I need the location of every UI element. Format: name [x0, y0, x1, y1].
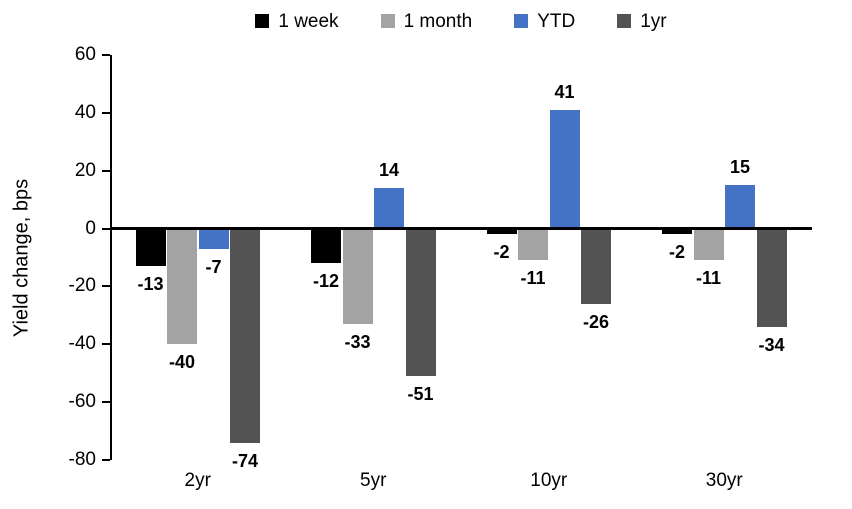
bar-30yr-YTD [725, 185, 755, 229]
legend-label: 1yr [640, 10, 667, 32]
bar-5yr-1-week [311, 228, 341, 264]
bar-30yr-1-week [662, 228, 692, 235]
legend-item: YTD [514, 12, 575, 31]
chart-legend: 1 week 1 month YTD 1yr [110, 6, 812, 36]
y-axis-tick-label: -60 [68, 391, 96, 413]
y-axis-tick [102, 54, 110, 56]
bar-value-label: -33 [344, 332, 371, 353]
legend-item: 1 month [380, 10, 473, 32]
y-axis-tick-label: 60 [74, 44, 96, 65]
bar-value-label: -2 [668, 242, 685, 263]
legend-item: 1 week [255, 10, 339, 32]
y-axis-line [110, 55, 112, 460]
bar-value-label: -2 [493, 242, 510, 263]
bar-value-label: -74 [231, 450, 258, 471]
legend-label: 1 month [403, 10, 473, 32]
legend-swatch-1-month [380, 14, 395, 28]
y-axis-tick [102, 459, 110, 461]
y-axis-tick [102, 227, 110, 230]
bar-30yr-1-month [693, 228, 724, 261]
y-axis-tick [102, 343, 110, 346]
bar-10yr-1-week [486, 228, 517, 235]
bar-10yr-YTD [549, 109, 580, 229]
x-axis-category-label: 30yr [705, 470, 743, 491]
y-axis-tick-label: 20 [74, 159, 96, 181]
legend-label: YTD [537, 10, 576, 32]
bar-10yr-1-month [518, 228, 548, 261]
bar-5yr-1-month [342, 228, 373, 325]
y-axis-tick-label: -20 [68, 275, 96, 297]
bar-10yr-1yr [581, 228, 611, 304]
bar-value-label: -13 [137, 274, 164, 295]
bar-30yr-1yr [756, 228, 787, 327]
bar-value-label: -34 [758, 334, 785, 355]
bar-2yr-1-month [167, 228, 197, 345]
y-axis-tick-label: -40 [68, 333, 96, 355]
bar-value-label: 14 [378, 160, 400, 181]
bar-2yr-YTD [198, 228, 229, 249]
bar-value-label: 15 [729, 157, 751, 178]
x-axis-category-label: 10yr [530, 470, 568, 491]
bar-5yr-YTD [374, 188, 404, 229]
bar-5yr-1yr [405, 228, 436, 377]
bar-value-label: -40 [168, 352, 195, 373]
x-axis-category-label: 2yr [184, 470, 211, 491]
bar-value-label: -11 [695, 268, 722, 289]
legend-swatch-YTD [514, 14, 529, 28]
legend-swatch-1-week [255, 14, 270, 28]
y-axis-tick [102, 111, 110, 114]
bar-value-label: 41 [554, 81, 575, 102]
bar-2yr-1yr [230, 228, 260, 443]
y-axis-title: Yield change, bps [10, 178, 33, 338]
bar-value-label: -11 [520, 268, 546, 289]
bar-value-label: -7 [205, 256, 222, 277]
zero-axis-line [110, 227, 812, 231]
bar-2yr-1-week [135, 228, 166, 267]
y-axis-tick [102, 169, 110, 172]
y-axis-tick-label: -80 [68, 449, 96, 470]
bar-value-label: -51 [407, 384, 434, 405]
bar-value-label: -26 [582, 311, 609, 332]
legend-label: 1 week [278, 10, 339, 32]
legend-swatch-1yr [617, 14, 632, 28]
bar-value-label: -12 [312, 271, 339, 292]
y-axis-tick-label: 40 [74, 101, 96, 123]
y-axis-tick [102, 401, 110, 404]
y-axis-tick [102, 285, 110, 288]
legend-item: 1yr [617, 10, 667, 32]
x-axis-category-label: 5yr [360, 470, 387, 491]
y-axis-tick-label: 0 [85, 217, 96, 239]
